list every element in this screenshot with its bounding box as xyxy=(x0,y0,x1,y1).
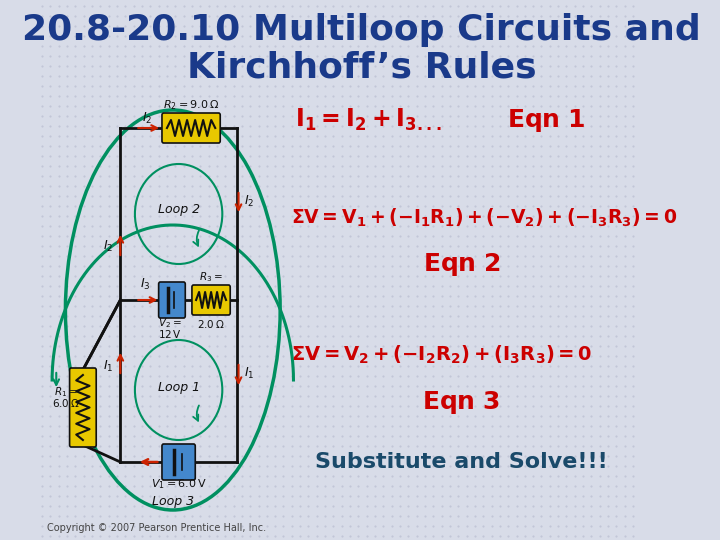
Text: $\mathbf{I_1 = I_2 + I_{3...}}$: $\mathbf{I_1 = I_2 + I_{3...}}$ xyxy=(295,107,441,133)
Text: $\mathbf{Eqn\ 1}$: $\mathbf{Eqn\ 1}$ xyxy=(508,106,586,133)
Text: $12\,\text{V}$: $12\,\text{V}$ xyxy=(158,328,182,340)
Text: Copyright © 2007 Pearson Prentice Hall, Inc.: Copyright © 2007 Pearson Prentice Hall, … xyxy=(47,523,266,533)
Text: Substitute and Solve!!!: Substitute and Solve!!! xyxy=(315,452,608,472)
FancyBboxPatch shape xyxy=(162,444,195,480)
Text: Loop 3: Loop 3 xyxy=(152,495,194,508)
Text: $I_3$: $I_3$ xyxy=(140,277,150,292)
Text: $\mathbf{Eqn\ 2}$: $\mathbf{Eqn\ 2}$ xyxy=(423,252,500,279)
Text: $R_2 = 9.0\,\Omega$: $R_2 = 9.0\,\Omega$ xyxy=(163,98,219,112)
Text: $\mathbf{Eqn\ 3}$: $\mathbf{Eqn\ 3}$ xyxy=(423,388,500,415)
Text: $I_1$: $I_1$ xyxy=(243,366,254,381)
Text: $6.0\,\Omega$: $6.0\,\Omega$ xyxy=(53,397,80,409)
Text: $V_1 = 6.0\,\text{V}$: $V_1 = 6.0\,\text{V}$ xyxy=(151,477,207,491)
Text: $I_1$: $I_1$ xyxy=(103,359,114,374)
FancyBboxPatch shape xyxy=(158,282,185,318)
Text: Kirchhoff’s Rules: Kirchhoff’s Rules xyxy=(187,51,536,85)
Text: $\mathbf{\Sigma V = V_2 + (-I_2 R_2) + (I_3 R_3) = 0}$: $\mathbf{\Sigma V = V_2 + (-I_2 R_2) + (… xyxy=(291,344,593,366)
Text: $R_3 =$: $R_3 =$ xyxy=(199,270,223,284)
Text: $I_2$: $I_2$ xyxy=(104,239,114,254)
Text: $R_1 =$: $R_1 =$ xyxy=(55,385,78,399)
FancyBboxPatch shape xyxy=(70,368,96,447)
Text: $I_2$: $I_2$ xyxy=(243,194,254,209)
FancyBboxPatch shape xyxy=(192,285,230,315)
Text: $I_2$: $I_2$ xyxy=(142,111,152,126)
Text: $\mathbf{\Sigma V = V_1 + (-I_1 R_1) + (-V_2) + (-I_3 R_3) = 0}$: $\mathbf{\Sigma V = V_1 + (-I_1 R_1) + (… xyxy=(291,207,677,229)
Text: $V_2 =$: $V_2 =$ xyxy=(158,316,182,330)
Text: Loop 2: Loop 2 xyxy=(158,204,199,217)
FancyBboxPatch shape xyxy=(162,113,220,143)
Text: $2.0\,\Omega$: $2.0\,\Omega$ xyxy=(197,318,225,330)
Text: 20.8-20.10 Multiloop Circuits and: 20.8-20.10 Multiloop Circuits and xyxy=(22,13,701,47)
Text: Loop 1: Loop 1 xyxy=(158,381,199,394)
